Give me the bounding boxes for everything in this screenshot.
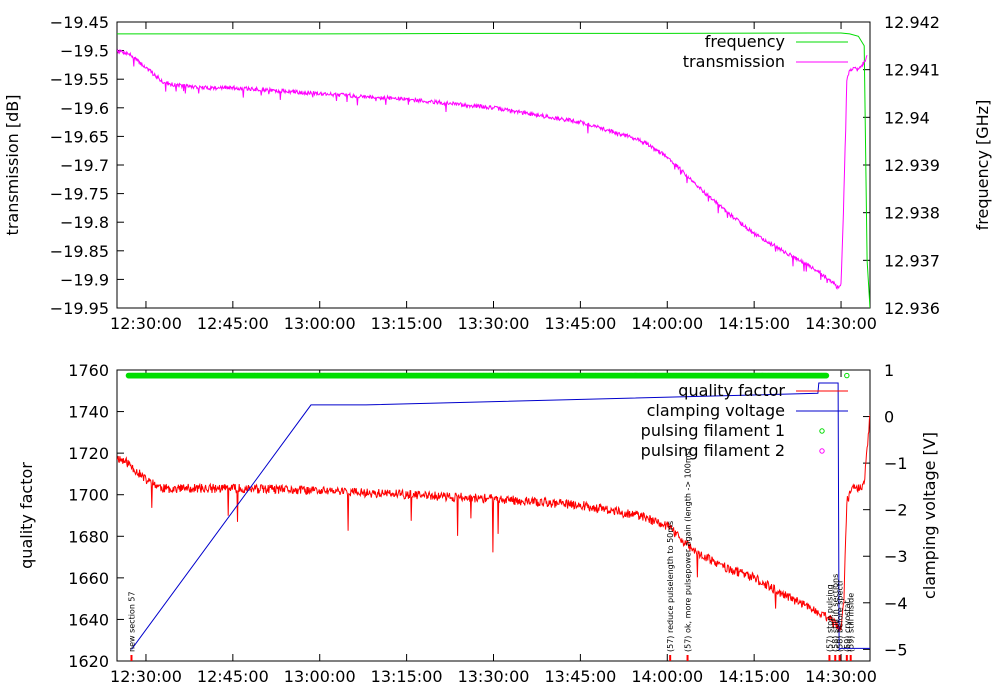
legend-swatch xyxy=(819,448,825,454)
series-line-quality-factor xyxy=(117,414,870,632)
y2-tick-label: −2 xyxy=(884,501,908,520)
y2-tick-label: −4 xyxy=(884,594,908,613)
legend-label: frequency xyxy=(705,32,785,51)
y-tick-label: −19.6 xyxy=(60,99,109,118)
y-tick-label: 1660 xyxy=(68,569,109,588)
y-tick-label: −19.65 xyxy=(50,127,109,146)
y-axis-label: quality factor xyxy=(17,462,36,569)
y2-tick-label: 12.939 xyxy=(884,156,940,175)
x-tick-label: 13:15:00 xyxy=(371,314,443,333)
legend-label: clamping voltage xyxy=(647,401,785,420)
y2-tick-label: −5 xyxy=(884,640,908,659)
annotation-label: (58) before spectr xyxy=(836,579,845,652)
annotation-label: new section 57 xyxy=(127,591,136,652)
legend-label: pulsing filament 2 xyxy=(641,441,785,460)
y-tick-label: 1720 xyxy=(68,444,109,463)
y-tick-label: −19.55 xyxy=(50,70,109,89)
legend-label: transmission xyxy=(683,52,785,71)
panel-transmission-frequency: −19.45 −19.5 −19.55 −19.6 −19.65 −19.7 −19.75 −… xyxy=(3,13,992,333)
y2-tick-label: −3 xyxy=(884,547,908,566)
y2-tick-label: 12.941 xyxy=(884,61,940,80)
annotation-label: (57) ok, more pulsepower again (length -… xyxy=(684,448,693,652)
series-line-clamping-voltage xyxy=(131,382,870,651)
x-tick-label: 13:30:00 xyxy=(458,314,530,333)
y-tick-label: −19.85 xyxy=(50,242,109,261)
y2-tick-label: 1 xyxy=(884,361,894,380)
x-tick-label: 14:15:00 xyxy=(718,314,790,333)
y2-tick-label: 12.936 xyxy=(884,299,940,318)
annotation-label: (57) stop pulsing xyxy=(825,584,834,652)
y2-tick-label: 12.937 xyxy=(884,251,940,270)
x-tick-label: 13:45:00 xyxy=(544,314,616,333)
legend-swatch xyxy=(819,428,825,434)
y-tick-label: −19.75 xyxy=(50,185,109,204)
x-tick-label: 14:30:00 xyxy=(805,667,877,686)
x-tick-label: 13:30:00 xyxy=(458,667,530,686)
panel-quality-voltage: 1760 1740 1720 1700 1680 1660 1640 1620 1 0 −1 −2 −3… xyxy=(17,361,939,686)
y-tick-label: −19.9 xyxy=(60,270,109,289)
y-tick-label: 1680 xyxy=(68,527,109,546)
y2-tick-label: 12.938 xyxy=(884,204,940,223)
x-tick-label: 14:00:00 xyxy=(631,314,703,333)
marker-pulsing-filament-1 xyxy=(823,372,830,379)
annotation-label: (59) still inside xyxy=(847,593,856,652)
y-tick-label: −19.8 xyxy=(60,213,109,232)
x-tick-label: 12:30:00 xyxy=(110,667,182,686)
x-tick-label: 12:45:00 xyxy=(197,667,269,686)
annotation-label: (59) cryostat xyxy=(843,600,852,652)
y-axis-label: transmission [dB] xyxy=(3,95,22,236)
y-tick-label: 1700 xyxy=(68,486,109,505)
y-tick-label: −19.5 xyxy=(60,42,109,61)
y2-tick-label: −1 xyxy=(884,454,908,473)
x-tick-label: 14:15:00 xyxy=(718,667,790,686)
x-tick-label: 14:30:00 xyxy=(805,314,877,333)
x-tick-label: 13:00:00 xyxy=(284,314,356,333)
x-tick-label: 13:15:00 xyxy=(371,667,443,686)
plot-area xyxy=(117,372,870,661)
annotation-label: (58) still in sections xyxy=(831,574,840,652)
y2-axis-label: clamping voltage [V] xyxy=(920,432,939,599)
y2-tick-label: 0 xyxy=(884,408,894,427)
series-line-frequency xyxy=(117,32,870,308)
x-tick-label: 13:45:00 xyxy=(544,667,616,686)
legend-label: pulsing filament 1 xyxy=(641,421,785,440)
x-tick-label: 12:45:00 xyxy=(197,314,269,333)
y-tick-label: −19.45 xyxy=(50,13,109,32)
x-tick-label: 12:30:00 xyxy=(110,314,182,333)
y2-tick-label: 12.94 xyxy=(884,108,930,127)
y2-axis-label: frequency [GHz] xyxy=(973,100,992,231)
y-tick-label: 1620 xyxy=(68,652,109,671)
plot-area xyxy=(117,32,870,308)
series-line-transmission xyxy=(117,48,868,290)
x-tick-label: 13:00:00 xyxy=(284,667,356,686)
y-tick-label: 1640 xyxy=(68,610,109,629)
marker-pulsing-filament-1 xyxy=(844,372,850,379)
annotation-label: (57) reduce pulselength to 50ms xyxy=(666,521,675,652)
legend-label: quality factor xyxy=(678,381,785,400)
y-tick-label: −19.7 xyxy=(60,156,109,175)
y-tick-label: −19.95 xyxy=(50,299,109,318)
x-tick-label: 14:00:00 xyxy=(631,667,703,686)
y2-tick-label: 12.942 xyxy=(884,13,940,32)
y-tick-label: 1760 xyxy=(68,361,109,380)
y-tick-label: 1740 xyxy=(68,403,109,422)
